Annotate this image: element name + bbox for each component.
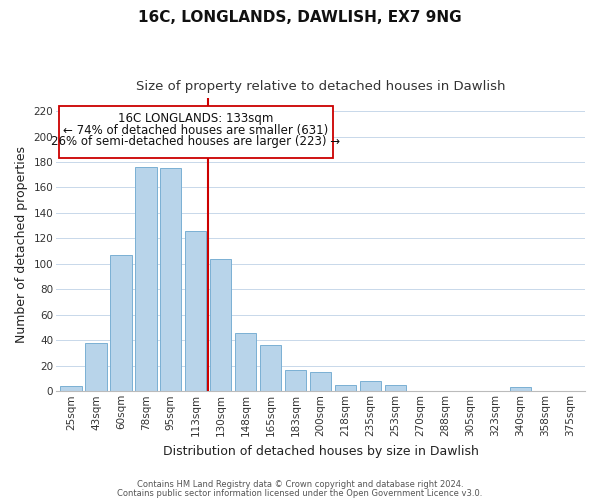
- Bar: [385, 385, 406, 392]
- X-axis label: Distribution of detached houses by size in Dawlish: Distribution of detached houses by size …: [163, 444, 478, 458]
- Bar: [85, 343, 107, 392]
- Bar: [360, 381, 381, 392]
- Bar: [310, 372, 331, 392]
- Bar: [110, 255, 131, 392]
- Text: 16C, LONGLANDS, DAWLISH, EX7 9NG: 16C, LONGLANDS, DAWLISH, EX7 9NG: [138, 10, 462, 25]
- Text: 16C LONGLANDS: 133sqm: 16C LONGLANDS: 133sqm: [118, 112, 274, 126]
- Bar: [335, 385, 356, 392]
- Text: Contains HM Land Registry data © Crown copyright and database right 2024.: Contains HM Land Registry data © Crown c…: [137, 480, 463, 489]
- Bar: [285, 370, 306, 392]
- Bar: [509, 388, 531, 392]
- Bar: [235, 332, 256, 392]
- Text: ← 74% of detached houses are smaller (631): ← 74% of detached houses are smaller (63…: [63, 124, 328, 137]
- Bar: [61, 386, 82, 392]
- Text: Contains public sector information licensed under the Open Government Licence v3: Contains public sector information licen…: [118, 490, 482, 498]
- Bar: [260, 346, 281, 392]
- Bar: [160, 168, 181, 392]
- FancyBboxPatch shape: [59, 106, 333, 158]
- Text: 26% of semi-detached houses are larger (223) →: 26% of semi-detached houses are larger (…: [51, 136, 340, 148]
- Bar: [210, 259, 232, 392]
- Bar: [185, 231, 206, 392]
- Bar: [135, 167, 157, 392]
- Title: Size of property relative to detached houses in Dawlish: Size of property relative to detached ho…: [136, 80, 505, 93]
- Y-axis label: Number of detached properties: Number of detached properties: [15, 146, 28, 344]
